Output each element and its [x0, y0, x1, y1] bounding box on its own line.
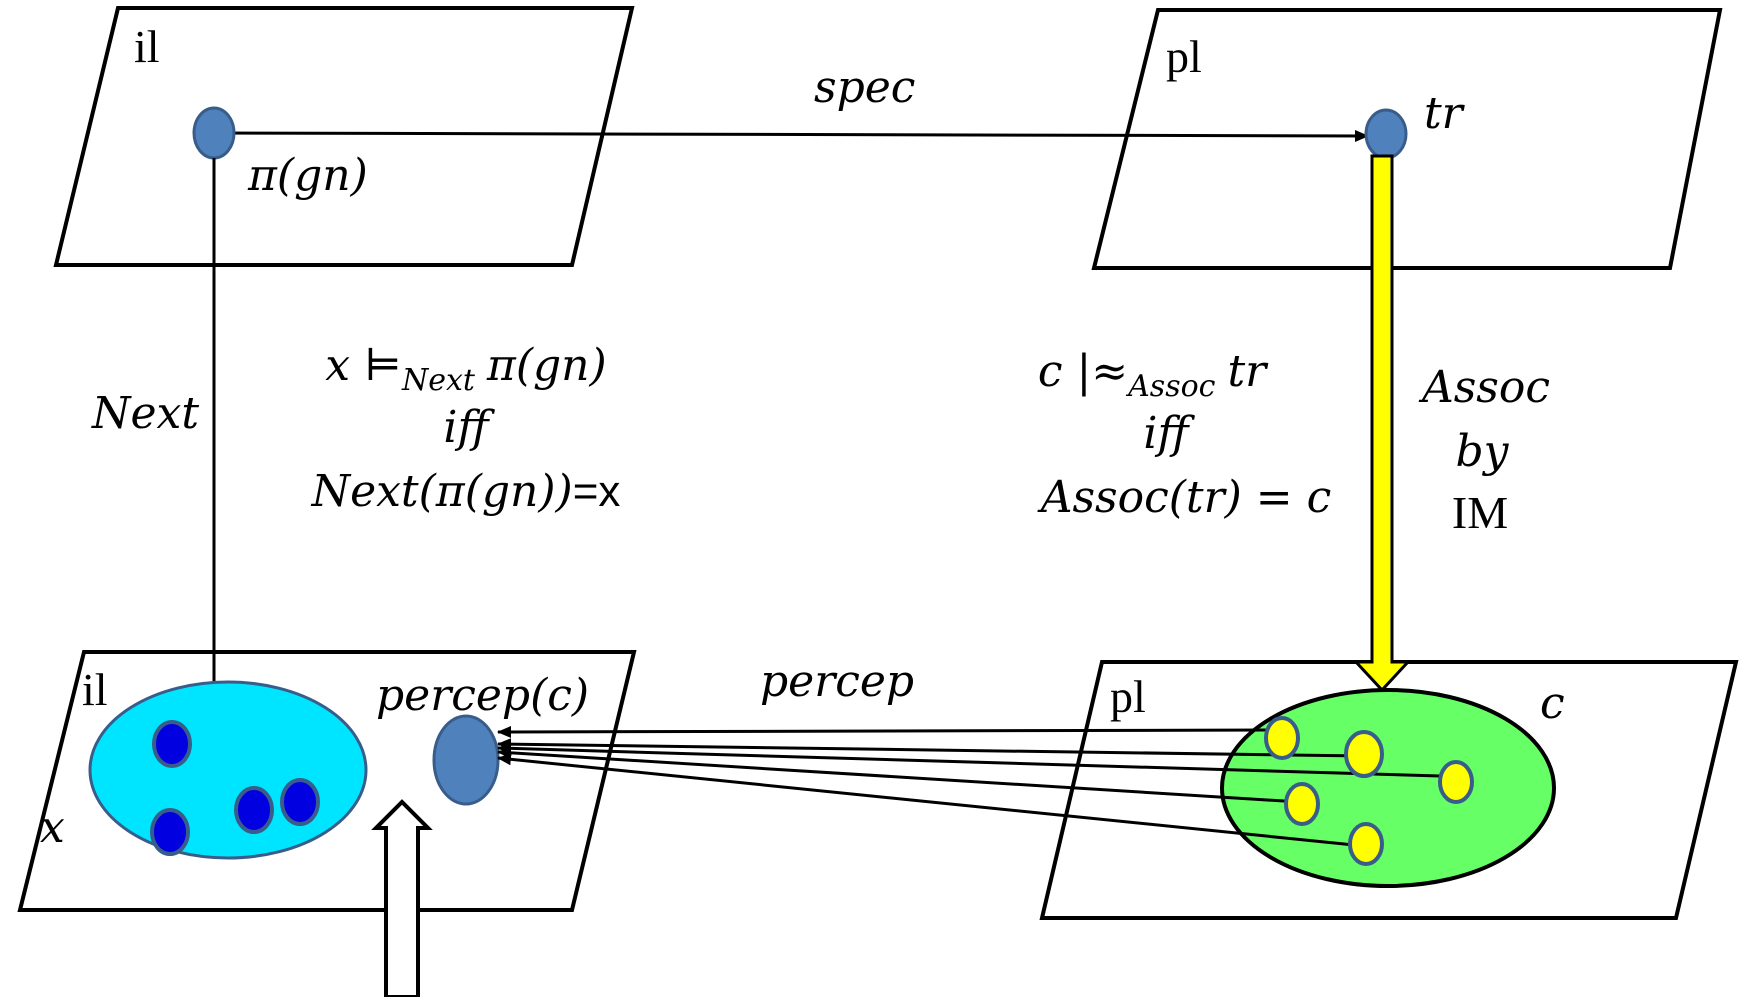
percep-arrow: [497, 753, 1365, 848]
formula-next: x ⊨Next π(gn) iff Next(π(gn))=x: [311, 340, 621, 517]
tr-label: tr: [1424, 88, 1466, 139]
tr-node: [1364, 108, 1408, 160]
c-element: [1348, 822, 1384, 866]
c-label: c: [1540, 678, 1565, 729]
spec-arrow: [213, 129, 1369, 142]
formula-assoc-line3: Assoc(tr) = c: [1037, 472, 1332, 523]
percep-c-node: [432, 714, 500, 806]
c-element: [1284, 782, 1320, 826]
im-label: IM: [1452, 487, 1508, 538]
percep-c-label: percep(c): [376, 670, 589, 721]
x-element: [152, 720, 192, 768]
hollow-up-arrow: [371, 799, 433, 997]
x-element: [280, 778, 320, 826]
percep-arrow: [497, 746, 1301, 804]
c-element: [1264, 716, 1300, 760]
percep-arrow: [497, 738, 1365, 758]
next-label: Next: [91, 388, 199, 439]
x-set: [88, 680, 368, 860]
plane-label-bottom-left: il: [82, 664, 108, 715]
formula-assoc-line1: c |≈Assoc tr: [1038, 346, 1269, 404]
formula-assoc: c |≈Assoc tr iff Assoc(tr) = c: [1037, 346, 1332, 523]
c-element: [1438, 760, 1474, 804]
assoc-label: Assoc: [1418, 362, 1550, 413]
formula-next-line1: x ⊨Next π(gn): [325, 340, 606, 398]
plane-top-left: [53, 6, 635, 267]
x-element: [234, 786, 274, 834]
percep-arrow: [497, 725, 1283, 738]
x-label: x: [40, 802, 65, 853]
by-label: by: [1455, 426, 1509, 477]
spec-label: spec: [814, 62, 915, 113]
assoc-by-im-arrow: [1352, 154, 1412, 693]
plane-label-bottom-right: pl: [1110, 671, 1146, 722]
formula-assoc-iff: iff: [1143, 408, 1195, 459]
plane-label-top-left: il: [134, 21, 160, 72]
pi-gn-node: [192, 106, 236, 160]
formula-next-iff: iff: [443, 402, 495, 453]
x-element: [150, 808, 190, 856]
percep-arrow: [497, 742, 1441, 778]
c-set: [1220, 688, 1556, 888]
percep-label: percep: [760, 656, 914, 707]
formula-next-line3: Next(π(gn))=x: [311, 466, 621, 517]
percep-arrows: [497, 725, 1441, 848]
pi-gn-label: π(gn): [247, 150, 368, 201]
c-element: [1344, 730, 1384, 778]
plane-label-top-right: pl: [1166, 31, 1202, 82]
